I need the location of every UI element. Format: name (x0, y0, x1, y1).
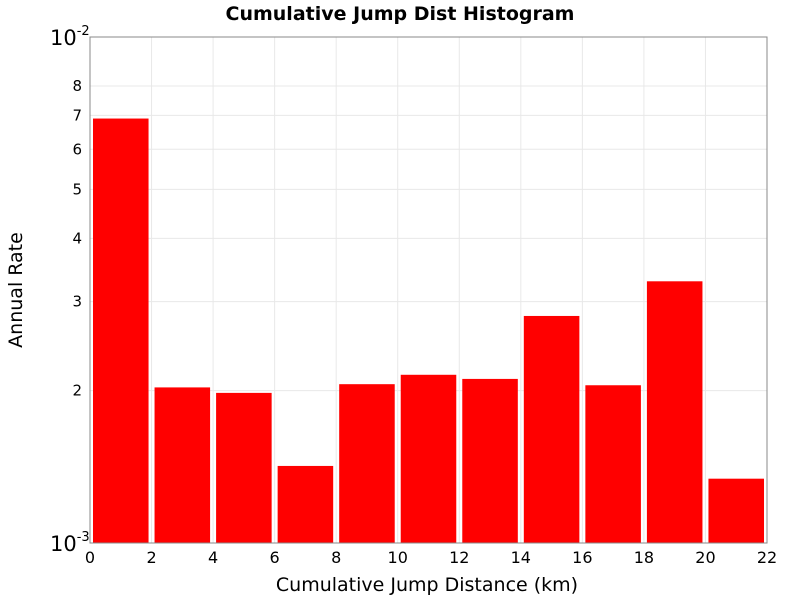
x-tick-label: 18 (634, 548, 654, 567)
bar-8 (523, 315, 580, 543)
x-axis-label: Cumulative Jump Distance (km) (276, 574, 578, 596)
bar-1 (93, 118, 149, 543)
x-tick-label: 14 (511, 548, 531, 567)
y-major-tick-exponent: -2 (77, 24, 90, 39)
x-axis-ticks: 0 2 4 6 8 10 12 14 16 18 20 22 (85, 548, 777, 567)
bar-11 (708, 478, 764, 543)
y-axis-label: Annual Rate (5, 232, 27, 348)
y-minor-tick-label: 6 (72, 140, 82, 158)
x-tick-label: 2 (146, 548, 156, 567)
plot-frame (89, 36, 768, 544)
x-tick-label: 12 (449, 548, 469, 567)
y-major-tick-base: 10 (50, 26, 77, 50)
x-tick-label: 4 (208, 548, 218, 567)
y-minor-tick-label: 4 (72, 229, 82, 247)
x-tick-label: 8 (331, 548, 341, 567)
y-major-tick-exponent: -3 (77, 530, 90, 545)
x-tick-label: 16 (572, 548, 592, 567)
y-minor-tick-label: 2 (72, 382, 82, 400)
bar-7 (462, 378, 518, 543)
x-tick-label: 22 (757, 548, 777, 567)
y-major-tick-base: 10 (50, 532, 77, 556)
bar-5 (339, 384, 395, 543)
bar-6 (400, 374, 457, 543)
y-minor-tick-label: 5 (72, 180, 82, 198)
bar-2 (154, 387, 211, 543)
x-tick-label: 0 (85, 548, 95, 567)
bar-3 (216, 392, 272, 543)
bar-10 (646, 281, 703, 543)
y-major-tick-label: 10-3 (50, 530, 90, 556)
y-major-tick-label: 10-2 (50, 24, 90, 50)
x-tick-label: 6 (270, 548, 280, 567)
x-tick-label: 10 (388, 548, 408, 567)
bar-9 (585, 385, 641, 543)
y-minor-tick-label: 3 (72, 293, 82, 311)
bar-4 (277, 465, 334, 543)
bars (93, 118, 764, 543)
y-minor-tick-label: 7 (72, 106, 82, 124)
chart-title: Cumulative Jump Dist Histogram (226, 3, 575, 25)
x-tick-label: 20 (695, 548, 715, 567)
y-minor-tick-label: 8 (72, 77, 82, 95)
